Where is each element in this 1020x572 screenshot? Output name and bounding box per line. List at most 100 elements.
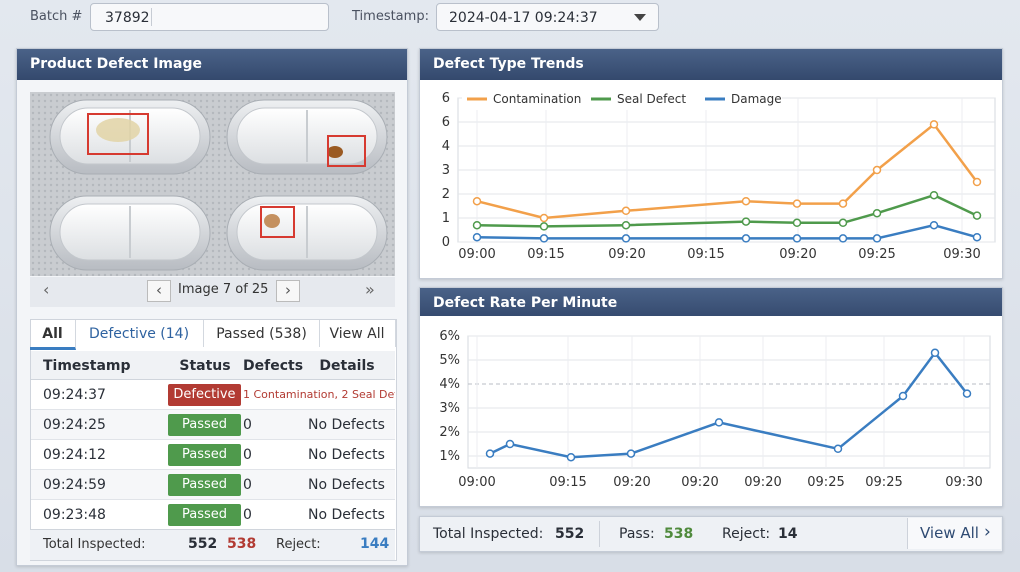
point [972, 211, 982, 220]
point [792, 234, 802, 243]
row-defects: 0 [243, 477, 252, 493]
timestamp-value: 2024-04-17 09:24:37 [449, 10, 598, 26]
x-tick-label: 09:30 [943, 247, 980, 262]
y-tick-label: 3 [442, 163, 450, 178]
x-tick-label: 09:25 [858, 247, 895, 262]
point [714, 418, 724, 427]
footer-passed: 538 [227, 536, 257, 552]
last-icon[interactable]: » [365, 280, 375, 299]
batch-input[interactable]: 37892 [90, 3, 329, 31]
point [621, 206, 631, 216]
timestamp-select[interactable]: 2024-04-17 09:24:37 [436, 3, 659, 31]
point [872, 234, 882, 243]
x-tick-label: 09:00 [458, 247, 495, 262]
point [472, 196, 482, 206]
tab-label: All [42, 326, 63, 342]
point [972, 232, 982, 242]
point [741, 234, 751, 243]
point [962, 389, 972, 398]
row-details: No Defects [308, 417, 385, 433]
point [929, 120, 939, 129]
column-header: Details [319, 358, 375, 374]
x-tick-label: 09:20 [744, 475, 781, 490]
y-tick-label: 3% [439, 401, 460, 416]
point [929, 220, 939, 230]
header-row [31, 351, 395, 380]
y-tick-label: 0 [442, 235, 450, 250]
point [566, 452, 576, 462]
point [792, 218, 802, 228]
y-tick-label: 1% [439, 449, 460, 464]
view-all-button[interactable]: View All › [907, 518, 1001, 549]
tab[interactable]: All [30, 320, 76, 350]
image-panel: Product Defect Image ‹ ‹ Image 7 of 25 ›… [16, 48, 408, 566]
x-tick-label: 09:00 [458, 475, 495, 490]
chevron: › [984, 522, 991, 542]
point [872, 165, 882, 175]
rate-chart: 1% 2% 3% 4% 5% 6% 09:00 09:15 09:20 09:20 09:20 09:… [420, 316, 1002, 506]
row-timestamp: 09:23:48 [43, 507, 106, 523]
legend-label: Contamination [493, 92, 581, 106]
prev-icon[interactable]: ‹ [43, 280, 50, 299]
x-tick-label: 09:20 [779, 247, 816, 262]
point [838, 199, 848, 208]
summary-bar: Total Inspected: 552 Pass: 538 Reject: 1… [419, 516, 1003, 552]
trends-panel: Defect Type Trends 0 1 2 3 4 6 6 09:00 09:15 09:2… [419, 48, 1003, 279]
tab[interactable]: Passed (538) [204, 320, 320, 347]
point [539, 213, 549, 223]
timestamp-label: Timestamp: [352, 9, 429, 24]
row-timestamp: 09:24:12 [43, 447, 106, 463]
tab[interactable]: Defective (14) [75, 320, 204, 347]
x-tick-label: 09:15 [687, 247, 724, 262]
point [626, 449, 636, 458]
point [792, 199, 802, 208]
legend-label: Damage [731, 92, 782, 106]
point [505, 439, 515, 449]
plot-area [467, 335, 991, 469]
x-tick-label: 09:20 [681, 475, 718, 490]
point [539, 234, 549, 243]
prev-button[interactable]: ‹ [147, 280, 171, 302]
legend-bg [462, 88, 782, 110]
y-tick-label: 4 [442, 139, 450, 154]
summary-pass: 538 [664, 526, 694, 542]
point [741, 217, 751, 226]
panel-header: Defect Rate Per Minute [420, 288, 1002, 319]
point [621, 220, 631, 230]
row-defects: 0 [243, 447, 252, 463]
batch-value: 37892 [105, 10, 150, 26]
point [972, 177, 982, 187]
y-tick-label: 6 [442, 115, 450, 130]
y-tick-label: 4% [439, 377, 460, 392]
batch-label: Batch # [30, 9, 83, 24]
status-badge: Passed [168, 474, 241, 496]
pager-bar [30, 277, 395, 307]
point [485, 449, 495, 458]
tab[interactable]: View All [319, 320, 396, 347]
x-tick-label: 09:15 [527, 247, 564, 262]
y-tick-label: 6 [442, 91, 450, 106]
status-badge: Passed [168, 504, 241, 526]
x-tick-label: 09:15 [549, 475, 586, 490]
point [929, 190, 939, 200]
x-tick-label: 09:20 [613, 475, 650, 490]
status-badge: Passed [168, 414, 241, 436]
rate-panel: Defect Rate Per Minute 1% 2% 3% 4% 5% 6% 09:00… [419, 287, 1003, 507]
footer-reject: 144 [360, 536, 390, 552]
next-button[interactable]: › [276, 280, 300, 302]
point [472, 232, 482, 242]
row-details: No Defects [308, 447, 385, 463]
point [472, 220, 482, 230]
row-defects: 0 [243, 507, 252, 523]
row-timestamp: 09:24:59 [43, 477, 106, 493]
summary-total: 552 [555, 526, 585, 542]
status-badge: Defective [168, 384, 241, 406]
row-defects: 0 [243, 417, 252, 433]
point [539, 222, 549, 231]
x-tick-label: 09:25 [807, 475, 844, 490]
point [621, 234, 631, 243]
summary-pass-label: Pass: [619, 526, 655, 542]
legend-label: Seal Defect [617, 92, 686, 106]
point [898, 391, 908, 401]
